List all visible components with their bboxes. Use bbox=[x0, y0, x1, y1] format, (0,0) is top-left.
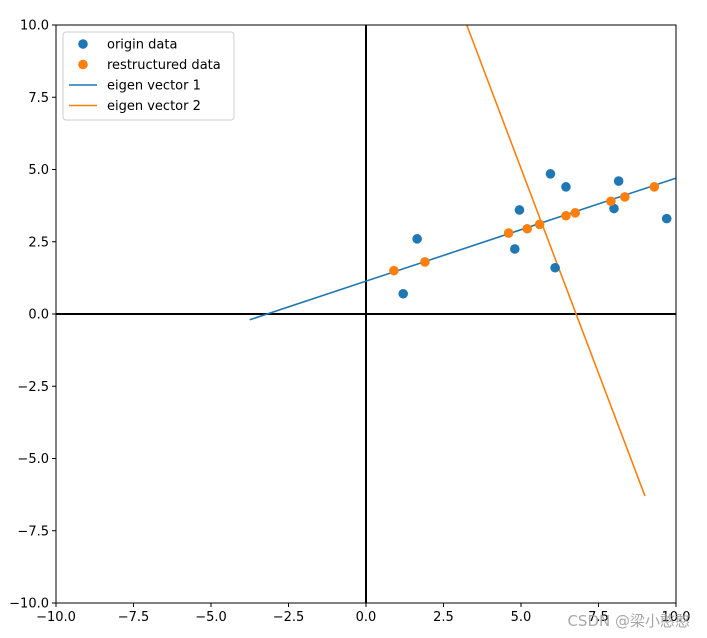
x-tick-label-6: 5.0 bbox=[511, 610, 532, 625]
restructured-data-point-0 bbox=[389, 265, 399, 276]
restructured-data-point-6 bbox=[570, 208, 581, 218]
y-tick-label-6: 5.0 bbox=[28, 163, 49, 178]
x-tick-label-0: −10.0 bbox=[36, 610, 76, 625]
origin-data-point-8 bbox=[613, 176, 624, 186]
origin-data-point-6 bbox=[561, 182, 571, 192]
y-tick-label-0: −10.0 bbox=[9, 597, 49, 612]
origin-data-point-9 bbox=[661, 213, 672, 224]
x-tick-label-7: 7.5 bbox=[588, 610, 609, 625]
y-tick-label-8: 10.0 bbox=[20, 19, 49, 34]
legend-label-restructured-data: restructured data bbox=[107, 58, 221, 73]
eigen-vector-1-line bbox=[249, 177, 677, 321]
origin-data-point-7 bbox=[609, 203, 619, 214]
restructured-data-point-3 bbox=[522, 223, 532, 234]
origin-data-point-5 bbox=[550, 262, 560, 273]
x-tick-label-8: 10.0 bbox=[662, 610, 691, 625]
y-tick-label-5: 2.5 bbox=[28, 235, 49, 250]
restructured-data-point-2 bbox=[503, 228, 514, 238]
eigen-vector-2-line bbox=[466, 24, 646, 497]
y-tick-label-7: 7.5 bbox=[28, 91, 49, 106]
x-axis-ticks: −10.0 −7.5 −5.0 −2.5 0.0 2.5 5.0 7.5 10.0 bbox=[36, 603, 690, 625]
series-points bbox=[389, 169, 672, 299]
y-tick-label-3: −2.5 bbox=[17, 380, 49, 395]
y-tick-label-2: −5.0 bbox=[17, 452, 49, 467]
x-tick-label-1: −7.5 bbox=[118, 610, 150, 625]
legend-swatch-origin-data bbox=[78, 39, 88, 49]
origin-data-point-2 bbox=[510, 244, 520, 254]
restructured-data-point-1 bbox=[420, 257, 430, 267]
x-tick-label-5: 2.5 bbox=[433, 610, 454, 625]
x-tick-label-4: 0.0 bbox=[356, 610, 377, 625]
origin-data-point-0 bbox=[398, 288, 409, 299]
series-lines bbox=[249, 24, 677, 497]
legend-label-origin-data: origin data bbox=[107, 38, 177, 53]
legend-label-eigen-vector-1: eigen vector 1 bbox=[107, 79, 201, 94]
y-tick-label-1: −7.5 bbox=[17, 524, 49, 539]
restructured-data-point-9 bbox=[649, 182, 660, 192]
legend-items: origin data restructured data eigen vector… bbox=[69, 38, 221, 114]
legend-label-eigen-vector-2: eigen vector 2 bbox=[107, 99, 201, 114]
restructured-data-point-5 bbox=[561, 210, 571, 221]
restructured-data-point-8 bbox=[620, 192, 630, 202]
restructured-data-point-7 bbox=[606, 196, 616, 207]
legend-box bbox=[62, 31, 235, 121]
origin-data-point-3 bbox=[514, 205, 525, 215]
origin-data-point-1 bbox=[412, 234, 422, 244]
legend-swatch-restructured-data bbox=[78, 59, 88, 70]
origin-data-point-4 bbox=[545, 169, 556, 179]
x-tick-label-3: −2.5 bbox=[273, 610, 305, 625]
y-tick-label-4: 0.0 bbox=[28, 308, 49, 323]
watermark-text: CSDN @梁小憨憨 bbox=[567, 612, 690, 630]
reference-lines bbox=[56, 25, 676, 603]
x-tick-label-2: −5.0 bbox=[195, 610, 227, 625]
y-axis-ticks: −10.0 −7.5 −5.0 −2.5 0.0 2.5 5.0 7.5 10.0 bbox=[9, 19, 56, 612]
restructured-data-point-4 bbox=[534, 219, 545, 230]
legend: origin data restructured data eigen vector… bbox=[62, 31, 235, 121]
